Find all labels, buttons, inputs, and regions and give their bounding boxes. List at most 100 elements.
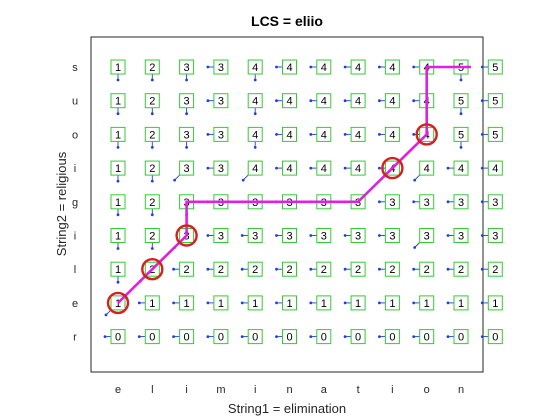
cell-box bbox=[384, 261, 400, 277]
cell-box bbox=[247, 228, 263, 243]
cell-value: 4 bbox=[321, 163, 327, 175]
cell-box bbox=[213, 126, 229, 142]
arrow-head bbox=[116, 247, 120, 250]
y-tick-label: u bbox=[72, 96, 78, 108]
cell-value: 2 bbox=[252, 264, 258, 276]
cell-value: 3 bbox=[218, 129, 224, 141]
x-tick-label: l bbox=[151, 384, 153, 396]
arrow-head bbox=[150, 146, 154, 149]
arrow-head bbox=[480, 234, 484, 237]
cell-box bbox=[282, 126, 297, 142]
cell-box bbox=[179, 59, 195, 75]
arrow-head bbox=[378, 267, 381, 271]
arrow-head bbox=[150, 247, 154, 250]
cell-value: 4 bbox=[321, 129, 327, 141]
cell-value: 2 bbox=[149, 62, 155, 74]
arrow-head bbox=[343, 133, 347, 136]
arrow-head bbox=[103, 335, 107, 338]
arrow-head bbox=[480, 301, 484, 305]
y-tick-label: r bbox=[73, 332, 77, 344]
cell-value: 1 bbox=[149, 298, 155, 310]
arrow-head bbox=[343, 65, 347, 69]
cell-box bbox=[179, 329, 195, 345]
cell-value: 3 bbox=[286, 231, 292, 243]
cell-box bbox=[179, 93, 195, 109]
cell-box bbox=[110, 329, 126, 345]
cell-box bbox=[316, 295, 332, 311]
cell-box bbox=[316, 59, 332, 75]
cell-box bbox=[179, 261, 195, 277]
cell-value: 5 bbox=[492, 129, 498, 141]
arrow-head bbox=[150, 179, 154, 183]
cell-box bbox=[384, 126, 400, 142]
arrow-head bbox=[116, 146, 120, 149]
arrow-head bbox=[413, 246, 417, 249]
arrow-head bbox=[446, 301, 450, 305]
cell-value: 4 bbox=[355, 163, 361, 175]
arrow-head bbox=[412, 133, 416, 136]
cell-box bbox=[453, 126, 469, 142]
cell-box bbox=[350, 261, 366, 277]
arrow-head bbox=[378, 99, 381, 103]
cell-box bbox=[179, 295, 195, 311]
arrow-head bbox=[206, 301, 210, 305]
arrow-head bbox=[275, 65, 278, 69]
cell-box bbox=[144, 228, 160, 243]
cell-value: 4 bbox=[355, 96, 361, 108]
cell-value: 4 bbox=[252, 163, 258, 175]
cell-box bbox=[453, 295, 469, 311]
arrow-head bbox=[206, 133, 210, 136]
cell-box bbox=[487, 126, 503, 142]
cell-box bbox=[350, 126, 366, 142]
arrow-head bbox=[309, 65, 313, 69]
arrow-head bbox=[309, 99, 313, 103]
cell-value: 1 bbox=[184, 298, 190, 310]
cell-value: 1 bbox=[115, 96, 121, 108]
cell-value: 4 bbox=[321, 62, 327, 74]
cell-box bbox=[487, 261, 503, 277]
cell-value: 1 bbox=[286, 298, 292, 310]
arrow-head bbox=[480, 200, 484, 204]
cell-box bbox=[247, 59, 263, 75]
cell-value: 4 bbox=[252, 62, 258, 74]
cell-box bbox=[487, 228, 503, 243]
cell-value: 2 bbox=[286, 264, 292, 276]
cell-value: 4 bbox=[286, 96, 292, 108]
cell-value: 3 bbox=[184, 96, 190, 108]
arrow-head bbox=[185, 112, 189, 116]
cell-box bbox=[316, 228, 332, 243]
tick-labels: e l i m i n a t i o n s u o i g i l e r bbox=[72, 62, 464, 396]
cell-value: 3 bbox=[321, 231, 327, 243]
match-circle bbox=[141, 258, 164, 281]
cell-value: 4 bbox=[321, 96, 327, 108]
circle-layer bbox=[106, 123, 438, 315]
cell-value: 1 bbox=[389, 298, 395, 310]
cell-value: 1 bbox=[115, 62, 121, 74]
arrow-head bbox=[206, 166, 210, 170]
arrow-head bbox=[206, 234, 210, 237]
match-circle bbox=[175, 224, 198, 247]
arrow-head bbox=[412, 200, 416, 204]
cell-value: 4 bbox=[389, 62, 395, 74]
cell-value: 2 bbox=[149, 231, 155, 243]
cell-value: 1 bbox=[252, 298, 258, 310]
cell-box bbox=[110, 160, 126, 176]
cell-box bbox=[282, 295, 297, 311]
arrow-head bbox=[173, 178, 177, 182]
arrow-head bbox=[480, 335, 484, 338]
arrow-head bbox=[412, 301, 416, 305]
cell-value: 2 bbox=[218, 264, 224, 276]
cell-box bbox=[350, 160, 366, 176]
arrow-head bbox=[116, 112, 120, 116]
cell-box bbox=[110, 93, 126, 109]
cell-value: 3 bbox=[218, 163, 224, 175]
x-tick-label: i bbox=[391, 384, 393, 396]
cell-value: 3 bbox=[355, 231, 361, 243]
cell-box bbox=[179, 126, 195, 142]
cell-box bbox=[316, 93, 332, 109]
x-tick-label: i bbox=[185, 384, 187, 396]
arrow-head bbox=[275, 133, 278, 136]
arrow-head bbox=[480, 99, 484, 103]
cell-value: 4 bbox=[492, 163, 498, 175]
cell-box bbox=[213, 93, 229, 109]
